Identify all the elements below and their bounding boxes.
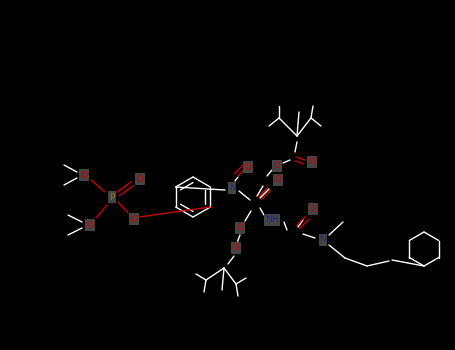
- Text: O: O: [237, 224, 243, 232]
- Text: N: N: [228, 183, 235, 192]
- Text: O: O: [86, 220, 93, 230]
- Text: P: P: [109, 193, 115, 202]
- Text: O: O: [244, 162, 252, 172]
- Text: O: O: [136, 175, 143, 183]
- Text: O: O: [274, 175, 282, 184]
- Text: O: O: [131, 215, 137, 224]
- Text: N: N: [319, 236, 326, 245]
- Text: O: O: [309, 204, 317, 214]
- Text: O: O: [273, 161, 280, 170]
- Text: O: O: [81, 170, 87, 180]
- Text: O: O: [233, 244, 239, 252]
- Text: NH: NH: [265, 216, 279, 224]
- Text: O: O: [308, 158, 315, 167]
